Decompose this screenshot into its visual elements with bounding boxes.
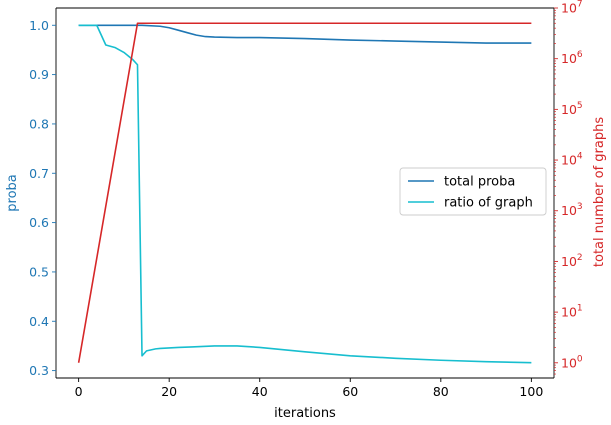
y-left-tick-label: 0.3 [29, 363, 49, 378]
y-right-tick-label: 100 [561, 354, 583, 370]
y-right-axis-label: total number of graphs [592, 117, 607, 267]
x-tick-label: 20 [161, 384, 177, 399]
y-left-tick-label: 0.9 [29, 67, 49, 82]
x-tick-label: 60 [342, 384, 358, 399]
series-line-ratio-of-graph [78, 24, 532, 364]
legend: total proba ratio of graph [399, 167, 547, 216]
y-left-tick-label: 0.8 [29, 116, 49, 131]
y-right-tick-label: 102 [561, 253, 583, 269]
y-left-tick-label: 1.0 [29, 18, 49, 33]
y-left-tick-label: 0.6 [29, 215, 49, 230]
y-left-tick-label: 0.7 [29, 166, 49, 181]
legend-box [399, 167, 547, 216]
legend-label: total proba [444, 175, 515, 190]
y-left-tick-label: 0.5 [29, 264, 49, 279]
x-tick-label: 40 [252, 384, 268, 399]
x-axis-label: iterations [274, 406, 336, 421]
x-tick-label: 100 [519, 384, 543, 399]
series-line-2 [77, 22, 532, 363]
y-right-tick-label: 105 [561, 101, 583, 117]
legend-label: ratio of graph [444, 196, 533, 211]
y-right-tick-label: 107 [561, 0, 583, 16]
series-line-total-proba [78, 24, 532, 44]
x-tick-label: 80 [433, 384, 449, 399]
x-tick-label: 0 [75, 384, 83, 399]
y-right-tick-label: 106 [561, 50, 583, 66]
y-right-tick-label: 101 [561, 304, 583, 320]
y-left-tick-label: 0.4 [29, 314, 49, 329]
y-left-axis-label: proba [5, 174, 20, 211]
y-right-tick-label: 104 [561, 152, 583, 168]
y-right-tick-label: 103 [561, 202, 583, 218]
